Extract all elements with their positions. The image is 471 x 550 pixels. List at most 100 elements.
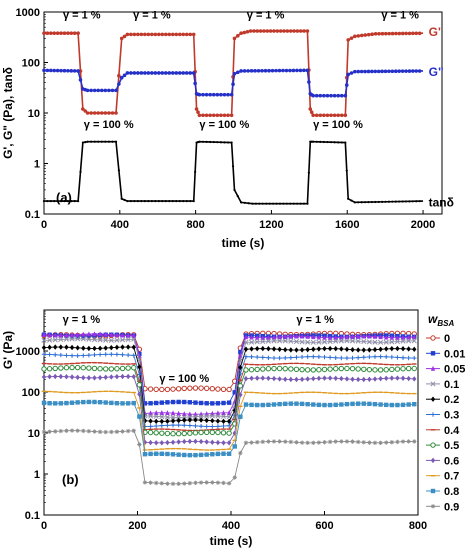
b-point bbox=[361, 355, 366, 360]
b-point bbox=[412, 355, 417, 361]
a-point bbox=[197, 92, 202, 97]
legend-item: 0.8 bbox=[426, 486, 459, 498]
b-point bbox=[159, 423, 165, 428]
b-point bbox=[114, 429, 120, 434]
a-point bbox=[288, 68, 292, 73]
b-point bbox=[198, 417, 204, 423]
a-point bbox=[78, 78, 83, 82]
b-point bbox=[204, 413, 210, 419]
b-point bbox=[53, 401, 58, 406]
a-point bbox=[408, 200, 411, 203]
b-point bbox=[75, 345, 80, 351]
a-point bbox=[76, 31, 80, 36]
a-point bbox=[367, 201, 370, 204]
b-point bbox=[311, 440, 316, 445]
a-point bbox=[311, 113, 315, 118]
b-point bbox=[254, 402, 260, 408]
b-point bbox=[384, 375, 389, 382]
a-point bbox=[268, 29, 273, 33]
legend-label: 0.8 bbox=[444, 486, 459, 498]
a-point bbox=[143, 200, 146, 203]
b-point bbox=[412, 401, 417, 407]
b-point bbox=[165, 439, 170, 446]
a-point bbox=[182, 200, 185, 203]
a-point bbox=[344, 141, 347, 144]
a-point bbox=[272, 29, 276, 33]
a-point bbox=[265, 29, 270, 33]
a-point bbox=[133, 200, 136, 203]
a-point bbox=[233, 188, 236, 192]
a-point bbox=[55, 68, 60, 73]
b-point bbox=[182, 411, 187, 417]
b-point bbox=[109, 400, 114, 406]
a-point bbox=[205, 140, 208, 144]
b-point bbox=[361, 376, 366, 383]
b-point bbox=[299, 376, 305, 383]
a-point bbox=[411, 200, 414, 203]
a-point bbox=[387, 69, 391, 74]
b-point bbox=[137, 414, 142, 419]
a-point bbox=[339, 93, 344, 98]
a-point bbox=[401, 200, 404, 203]
a-point bbox=[268, 202, 271, 205]
b-point bbox=[389, 345, 395, 352]
b-point bbox=[176, 481, 181, 486]
a-point bbox=[77, 200, 80, 203]
a-point bbox=[390, 31, 395, 36]
b-point bbox=[394, 366, 401, 372]
b-point bbox=[294, 440, 299, 445]
b-point bbox=[243, 346, 249, 352]
a-point bbox=[216, 141, 219, 144]
b-point bbox=[349, 338, 356, 344]
b-point bbox=[254, 334, 260, 340]
b-point bbox=[119, 337, 126, 343]
a-point bbox=[305, 29, 310, 33]
a-point bbox=[153, 71, 158, 75]
b-point bbox=[389, 402, 395, 408]
b-point bbox=[69, 374, 75, 380]
b-point bbox=[154, 400, 159, 406]
b-point bbox=[47, 401, 52, 406]
b-point bbox=[187, 411, 193, 417]
b-point bbox=[92, 352, 97, 358]
panel-b-ylabel: G' (Pa) bbox=[1, 331, 15, 369]
a-series-label: G" bbox=[429, 65, 444, 79]
b-point bbox=[378, 334, 383, 340]
a-point bbox=[123, 198, 126, 202]
b-point bbox=[305, 333, 310, 339]
a-point bbox=[103, 88, 108, 93]
b-point bbox=[378, 354, 383, 359]
a-point bbox=[404, 69, 408, 73]
b-point bbox=[389, 354, 395, 360]
b-point bbox=[344, 355, 350, 361]
a-point bbox=[236, 195, 239, 198]
a-point bbox=[262, 29, 266, 33]
b-point bbox=[299, 333, 305, 339]
b-point bbox=[204, 401, 209, 406]
a-point bbox=[376, 69, 381, 74]
b-point bbox=[147, 386, 154, 392]
legend-item: 0.4 bbox=[426, 425, 460, 437]
b-point bbox=[125, 352, 131, 358]
b-point bbox=[75, 336, 81, 342]
a-point bbox=[260, 68, 264, 73]
b-point bbox=[260, 338, 266, 345]
b-point bbox=[103, 429, 108, 435]
a-point bbox=[329, 141, 333, 144]
b-point bbox=[294, 347, 299, 353]
b-point bbox=[119, 365, 126, 372]
a-point bbox=[107, 88, 111, 93]
b-point bbox=[339, 346, 344, 352]
a-point bbox=[223, 141, 226, 144]
b-point bbox=[355, 338, 361, 344]
a-point bbox=[256, 68, 261, 73]
b-point bbox=[355, 333, 361, 339]
a-point bbox=[96, 111, 101, 115]
a-point bbox=[215, 113, 220, 118]
b-point bbox=[165, 423, 170, 428]
b-point bbox=[187, 452, 193, 458]
a-point bbox=[194, 170, 197, 173]
b-point bbox=[220, 430, 227, 436]
b-point bbox=[58, 373, 64, 380]
a-point bbox=[55, 31, 60, 36]
